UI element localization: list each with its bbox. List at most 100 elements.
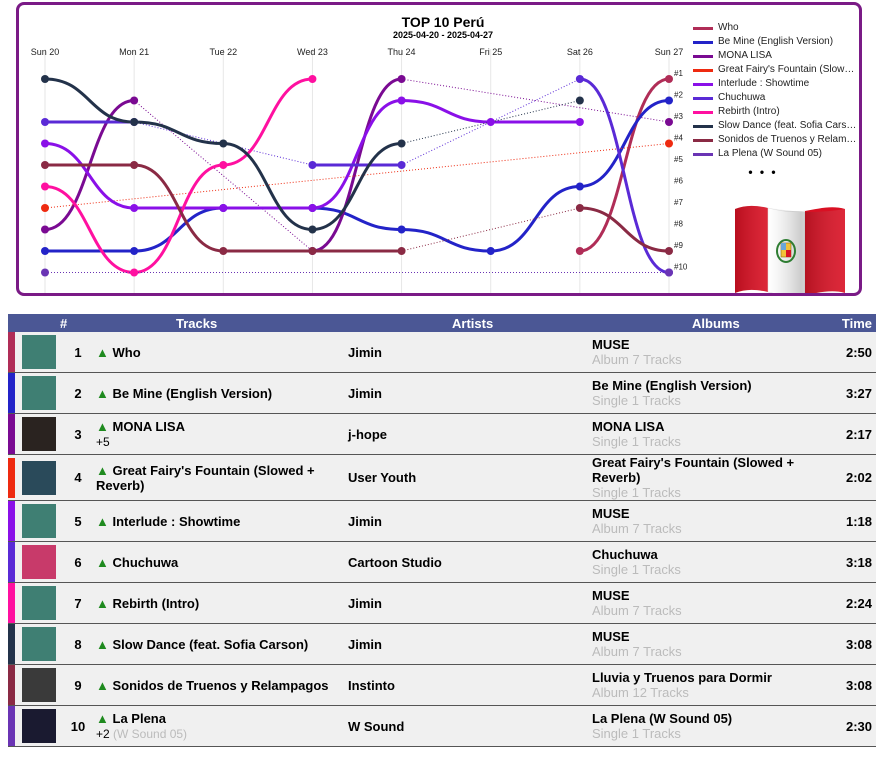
series-point[interactable] (665, 96, 673, 105)
track-title[interactable]: Be Mine (English Version) (112, 385, 273, 401)
album-thumbnail[interactable] (22, 417, 56, 451)
series-point[interactable] (41, 204, 49, 212)
series-point[interactable] (308, 161, 317, 169)
artist-name[interactable]: User Youth (348, 470, 417, 485)
track-title[interactable]: Slow Dance (feat. Sofia Carson) (112, 636, 309, 652)
series-point[interactable] (575, 96, 584, 105)
legend-item[interactable]: Sonidos de Truenos y Relampagos (693, 133, 859, 147)
album-thumbnail[interactable] (22, 504, 56, 538)
series-point[interactable] (486, 247, 495, 255)
album-thumbnail[interactable] (22, 627, 56, 661)
series-point[interactable] (219, 247, 228, 255)
series-point[interactable] (665, 75, 673, 83)
series-point[interactable] (397, 75, 406, 83)
series-point[interactable] (41, 161, 49, 169)
album-name[interactable]: Great Fairy's Fountain (Slowed + Reverb) (592, 455, 795, 485)
table-row[interactable]: 9 ▲ Sonidos de Truenos y Relampagos Instin… (8, 664, 876, 706)
table-row[interactable]: 1 ▲ Who Jimin MUSE Album 7 Tracks 2:50 (8, 332, 876, 373)
album-name[interactable]: La Plena (W Sound 05) (592, 711, 733, 726)
legend-item[interactable]: Slow Dance (feat. Sofia Carson) (693, 119, 859, 133)
series-point[interactable] (575, 75, 584, 83)
album-thumbnail[interactable] (22, 460, 56, 495)
series-point[interactable] (130, 247, 139, 255)
artist-name[interactable]: Cartoon Studio (348, 554, 442, 570)
series-point[interactable] (397, 96, 406, 105)
series-point[interactable] (130, 204, 139, 212)
series-point[interactable] (397, 225, 406, 234)
series-point[interactable] (219, 204, 228, 212)
series-point[interactable] (308, 225, 317, 234)
table-row[interactable]: 10 ▲ La Plena +2 (W Sound 05) W Sound La Ple… (8, 705, 876, 747)
series-point[interactable] (308, 75, 317, 83)
series-point[interactable] (41, 182, 49, 191)
legend-item[interactable]: Who (693, 21, 859, 35)
series-point[interactable] (397, 161, 406, 169)
track-title[interactable]: Rebirth (Intro) (112, 595, 200, 611)
series-point[interactable] (130, 96, 139, 105)
artist-name[interactable]: W Sound (348, 718, 405, 734)
series-point[interactable] (575, 247, 584, 255)
series-point[interactable] (130, 161, 139, 169)
series-point[interactable] (41, 118, 49, 126)
series-point[interactable] (397, 139, 406, 148)
series-point[interactable] (575, 204, 584, 212)
series-point[interactable] (41, 75, 49, 83)
artist-name[interactable]: Jimin (348, 513, 382, 529)
album-name[interactable]: MONA LISA (592, 419, 665, 434)
table-row[interactable]: 8 ▲ Slow Dance (feat. Sofia Carson) Jimin M… (8, 623, 876, 665)
series-point[interactable] (41, 247, 49, 255)
legend-item[interactable]: La Plena (W Sound 05) (693, 147, 859, 161)
table-row[interactable]: 2 ▲ Be Mine (English Version) Jimin Be Mine… (8, 372, 876, 414)
header-artists[interactable]: Artists (348, 314, 592, 332)
series-point[interactable] (308, 247, 317, 255)
series-point[interactable] (41, 225, 49, 234)
album-thumbnail[interactable] (22, 586, 56, 620)
legend-item[interactable]: Interlude : Showtime (693, 77, 859, 91)
legend-item[interactable]: Rebirth (Intro) (693, 105, 859, 119)
album-name[interactable]: MUSE (592, 629, 630, 644)
legend-item[interactable]: Chuchuwa (693, 91, 859, 105)
table-row[interactable]: 4 ▲ Great Fairy's Fountain (Slowed + Reve… (8, 454, 876, 501)
track-title[interactable]: Interlude : Showtime (112, 513, 241, 529)
series-point[interactable] (575, 118, 584, 126)
table-row[interactable]: 7 ▲ Rebirth (Intro) Jimin MUSE Album 7 Track… (8, 582, 876, 624)
series-point[interactable] (665, 247, 673, 255)
album-name[interactable]: Chuchuwa (592, 547, 658, 562)
legend-item[interactable]: Be Mine (English Version) (693, 35, 859, 49)
header-time[interactable]: Time (822, 314, 876, 332)
legend-item[interactable]: MONA LISA (693, 49, 859, 63)
artist-name[interactable]: Jimin (348, 344, 382, 360)
table-row[interactable]: 6 ▲ Chuchuwa Cartoon Studio Chuchuwa Single … (8, 541, 876, 583)
legend-item[interactable]: Great Fairy's Fountain (Slowed + Reverb) (693, 63, 859, 77)
album-thumbnail[interactable] (22, 335, 56, 369)
artist-name[interactable]: Jimin (348, 385, 382, 401)
series-point[interactable] (130, 268, 139, 277)
series-point[interactable] (397, 247, 406, 255)
series-point[interactable] (665, 139, 673, 148)
track-title[interactable]: La Plena (112, 710, 166, 726)
track-title[interactable]: MONA LISA (112, 418, 185, 434)
series-point[interactable] (665, 118, 673, 126)
series-point[interactable] (486, 118, 495, 126)
track-title[interactable]: Who (112, 344, 141, 360)
series-point[interactable] (219, 161, 228, 169)
series-point[interactable] (575, 182, 584, 191)
table-row[interactable]: 5 ▲ Interlude : Showtime Jimin MUSE Album 7 … (8, 500, 876, 542)
legend-more-button[interactable]: • • • (748, 165, 778, 179)
album-thumbnail[interactable] (22, 376, 56, 410)
album-thumbnail[interactable] (22, 709, 56, 743)
album-name[interactable]: MUSE (592, 337, 630, 352)
series-point[interactable] (308, 204, 317, 212)
track-title[interactable]: Great Fairy's Fountain (Slowed + Reverb) (96, 462, 315, 493)
header-tracks[interactable]: Tracks (96, 314, 348, 332)
album-name[interactable]: MUSE (592, 588, 630, 603)
track-title[interactable]: Chuchuwa (112, 554, 179, 570)
artist-name[interactable]: Jimin (348, 595, 382, 611)
series-point[interactable] (665, 268, 673, 277)
artist-name[interactable]: Instinto (348, 677, 395, 693)
artist-name[interactable]: j-hope (348, 426, 387, 442)
album-name[interactable]: MUSE (592, 506, 630, 521)
series-point[interactable] (41, 139, 49, 148)
album-thumbnail[interactable] (22, 545, 56, 579)
artist-name[interactable]: Jimin (348, 636, 382, 652)
